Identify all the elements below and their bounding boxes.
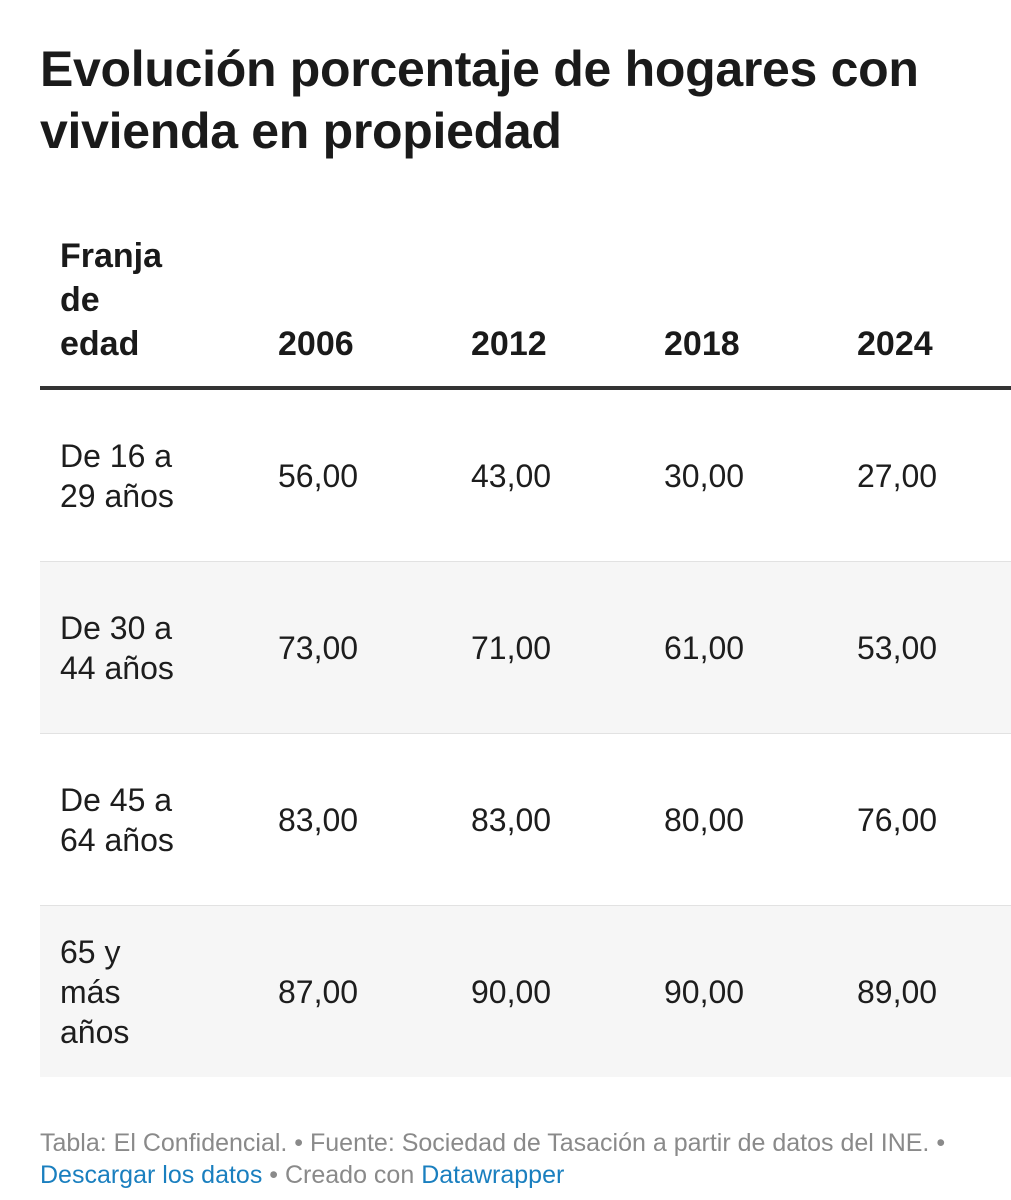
column-header-2012[interactable]: 2012 xyxy=(451,234,644,390)
value-cell: 71,00 xyxy=(451,561,644,734)
row-label-cell: De 16 a 29 años xyxy=(40,388,258,562)
value-cell: 61,00 xyxy=(644,561,837,734)
value-cell: 90,00 xyxy=(644,905,837,1077)
value-cell: 90,00 xyxy=(451,905,644,1077)
value-cell: 53,00 xyxy=(837,561,1011,734)
datawrapper-link[interactable]: Datawrapper xyxy=(421,1161,565,1189)
chart-footer: Tabla: El Confidencial. • Fuente: Socied… xyxy=(40,1127,970,1191)
table-header-row: Franja de edad 2006 2012 2018 2024 xyxy=(40,234,1011,390)
value-cell: 87,00 xyxy=(258,905,451,1077)
footer-separator-text: • Creado con xyxy=(269,1161,415,1189)
column-header-age-range[interactable]: Franja de edad xyxy=(40,234,258,390)
row-label-cell: 65 y más años xyxy=(40,905,258,1077)
row-label: 65 y más años xyxy=(60,933,130,1050)
row-label: De 45 a 64 años xyxy=(60,781,174,858)
download-data-link[interactable]: Descargar los datos xyxy=(40,1161,263,1189)
table-row: De 45 a 64 años 83,00 83,00 80,00 76,00 xyxy=(40,733,1011,906)
row-label: De 16 a 29 años xyxy=(60,437,174,514)
value-cell: 56,00 xyxy=(258,388,451,562)
chart-title: Evolución porcentaje de hogares con vivi… xyxy=(40,41,919,159)
value-cell: 83,00 xyxy=(451,733,644,906)
data-table: Franja de edad 2006 2012 2018 2024 De 16… xyxy=(40,234,1011,1077)
value-cell: 80,00 xyxy=(644,733,837,906)
column-header-label: Franja de edad xyxy=(60,237,163,363)
value-cell: 43,00 xyxy=(451,388,644,562)
value-cell: 30,00 xyxy=(644,388,837,562)
footer-source-text: Tabla: El Confidencial. • Fuente: Socied… xyxy=(40,1129,946,1157)
table-row: De 30 a 44 años 73,00 71,00 61,00 53,00 xyxy=(40,561,1011,734)
table-row: 65 y más años 87,00 90,00 90,00 89,00 xyxy=(40,905,1011,1077)
column-header-2018[interactable]: 2018 xyxy=(644,234,837,390)
chart-container: Evolución porcentaje de hogares con vivi… xyxy=(40,0,1011,1191)
value-cell: 73,00 xyxy=(258,561,451,734)
column-header-2006[interactable]: 2006 xyxy=(258,234,451,390)
value-cell: 76,00 xyxy=(837,733,1011,906)
value-cell: 83,00 xyxy=(258,733,451,906)
value-cell: 89,00 xyxy=(837,905,1011,1077)
row-label: De 30 a 44 años xyxy=(60,609,174,686)
row-label-cell: De 45 a 64 años xyxy=(40,733,258,906)
row-label-cell: De 30 a 44 años xyxy=(40,561,258,734)
column-header-2024[interactable]: 2024 xyxy=(837,234,1011,390)
value-cell: 27,00 xyxy=(837,388,1011,562)
table-row: De 16 a 29 años 56,00 43,00 30,00 27,00 xyxy=(40,388,1011,562)
